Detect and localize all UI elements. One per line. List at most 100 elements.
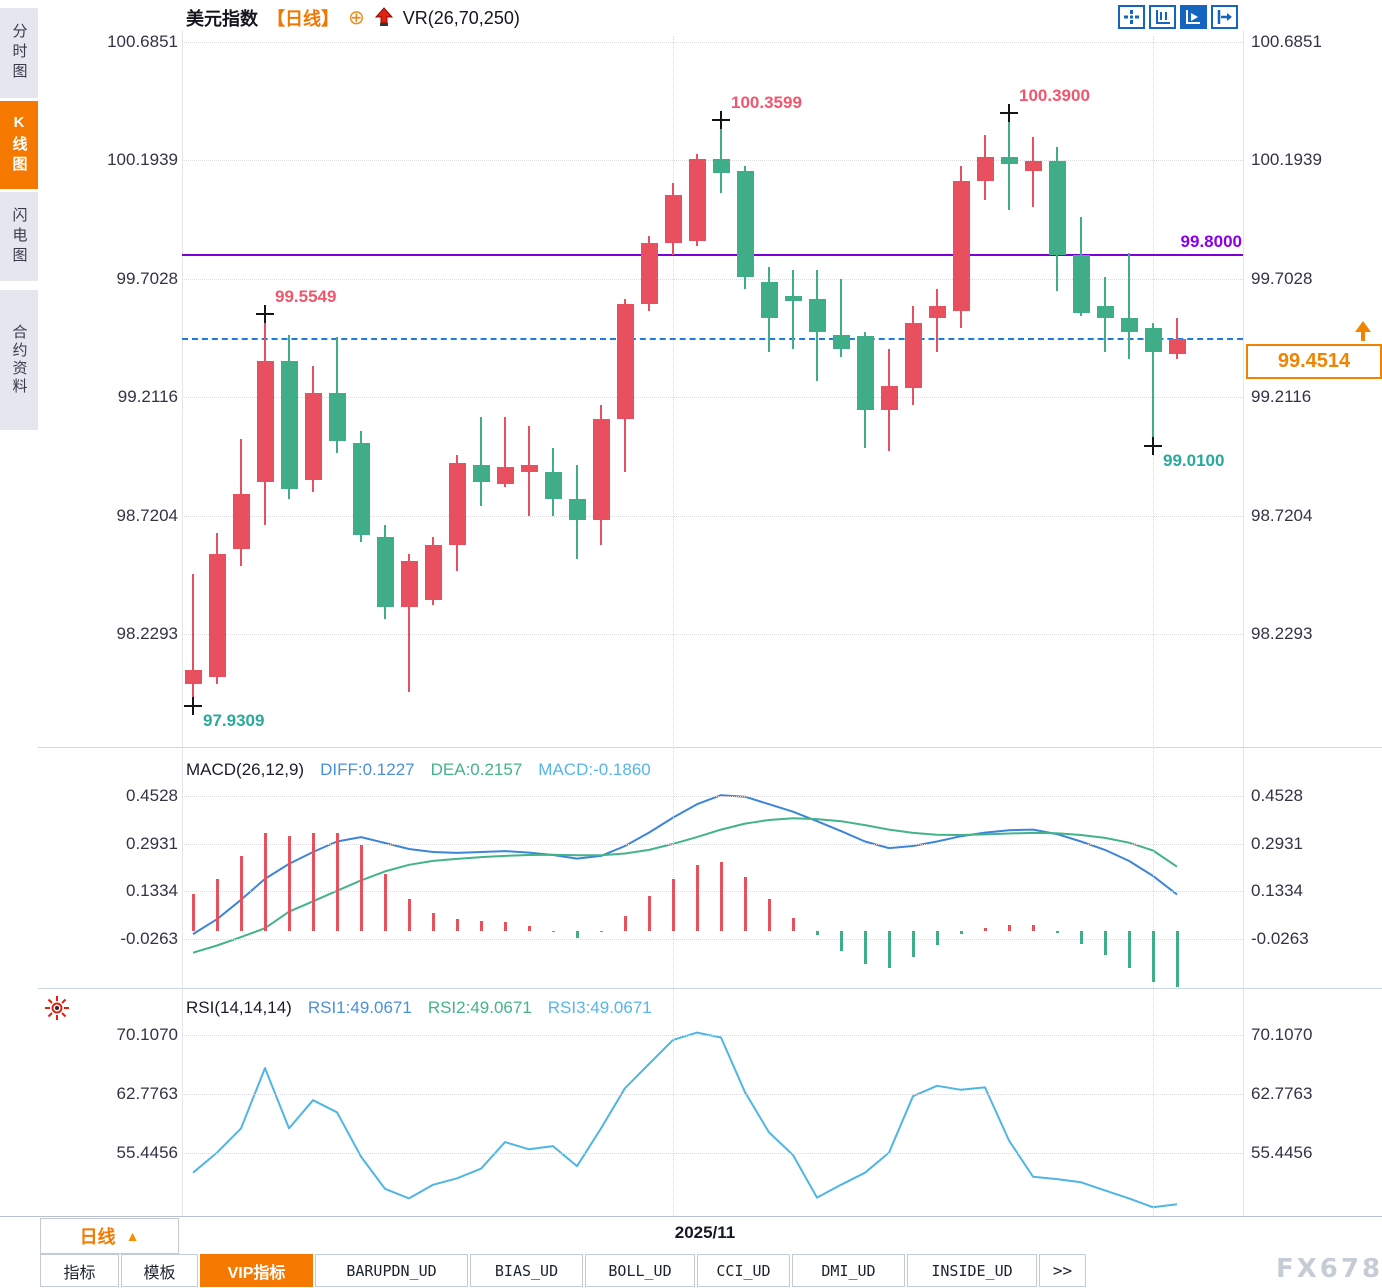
rsi-y-axis-label: 55.4456 xyxy=(116,1143,178,1162)
candle xyxy=(209,554,226,678)
main-y-axis-label: 98.2293 xyxy=(1251,623,1313,643)
candle xyxy=(1169,339,1186,355)
candle xyxy=(1025,161,1042,171)
macd-histogram-bar xyxy=(719,862,723,932)
main-y-axis-label: 99.2116 xyxy=(117,387,178,407)
candle xyxy=(593,419,610,521)
period-selector-button[interactable]: 日线 ▲ xyxy=(40,1218,179,1254)
tab-barupdn-ud[interactable]: BARUPDN_UD xyxy=(315,1254,468,1287)
swing-price-label: 100.3599 xyxy=(731,93,802,113)
swing-price-label: 99.0100 xyxy=(1163,450,1225,470)
tab-cci-ud[interactable]: CCI_UD xyxy=(697,1254,790,1287)
main-y-axis-label: 100.6851 xyxy=(107,32,178,51)
candle xyxy=(1073,255,1090,314)
main-y-axis-label: 98.2293 xyxy=(116,623,178,643)
playback-tool-icon[interactable] xyxy=(1180,5,1207,29)
macd-y-axis-label: 0.4528 xyxy=(126,785,178,805)
swing-cross-marker xyxy=(264,305,266,324)
macd-histogram-bar xyxy=(959,931,963,934)
candle-wick xyxy=(840,279,842,357)
sidebar-item-time-chart[interactable]: 分时图 xyxy=(0,8,38,98)
alert-price-line[interactable] xyxy=(182,254,1243,257)
macd-histogram-bar xyxy=(743,877,747,932)
sidebar-item-flash-chart[interactable]: 闪电图 xyxy=(0,192,38,281)
rsi-y-axis-label: 62.7763 xyxy=(116,1084,178,1103)
candle xyxy=(641,243,658,304)
candle xyxy=(953,180,970,311)
macd-histogram-bar xyxy=(983,927,987,932)
symbol-title: 美元指数 xyxy=(186,9,258,29)
candle xyxy=(449,462,466,545)
indicator-tab-bar: 指标 模板 VIP指标 BARUPDN_UD BIAS_UD BOLL_UD C… xyxy=(40,1254,1086,1287)
candle xyxy=(905,322,922,388)
candle xyxy=(713,158,730,174)
axis-scale-icon[interactable] xyxy=(1149,5,1176,29)
macd-dea-value: DEA:0.2157 xyxy=(430,760,523,779)
tab-bias-ud[interactable]: BIAS_UD xyxy=(470,1254,583,1287)
chart-header: 美元指数 【日线】 ⊕ VR(26,70,250) xyxy=(186,5,520,31)
macd-histogram-bar xyxy=(1175,931,1179,987)
main-y-axis-label: 100.1939 xyxy=(1251,150,1322,170)
candle-wick xyxy=(1128,252,1130,359)
candle xyxy=(425,544,442,601)
candle xyxy=(353,443,370,535)
macd-histogram-bar xyxy=(191,894,195,932)
macd-histogram-bar xyxy=(887,931,891,969)
candle xyxy=(329,392,346,441)
candle-wick xyxy=(192,573,194,707)
tab-dmi-ud[interactable]: DMI_UD xyxy=(792,1254,905,1287)
main-y-axis-label: 98.7204 xyxy=(116,505,178,525)
goto-latest-icon[interactable] xyxy=(1211,5,1238,29)
macd-histogram-bar xyxy=(551,931,555,933)
macd-y-axis-label: 0.2931 xyxy=(1251,833,1303,853)
macd-histogram-bar xyxy=(455,919,459,932)
candle xyxy=(1145,327,1162,352)
candle xyxy=(1001,156,1018,164)
time-axis-strip: 日线 ▲ 2025/11 xyxy=(0,1216,1382,1254)
swing-cross-marker xyxy=(1008,104,1010,123)
crosshair-plus-icon[interactable]: ⊕ xyxy=(348,7,365,29)
main-macd-separator xyxy=(38,747,1382,748)
macd-histogram-bar xyxy=(431,913,435,932)
macd-histogram-bar xyxy=(311,832,315,932)
tab-vip-indicators[interactable]: VIP指标 xyxy=(200,1254,313,1287)
tab-boll-ud[interactable]: BOLL_UD xyxy=(585,1254,695,1287)
candle xyxy=(233,493,250,550)
macd-gridline xyxy=(182,891,1243,893)
main-gridline xyxy=(182,42,1243,43)
main-y-axis-label: 99.7028 xyxy=(116,268,178,288)
candle xyxy=(473,465,490,482)
alert-line-label[interactable]: 99.8000 xyxy=(1180,232,1242,251)
candle-wick xyxy=(792,269,794,350)
rsi-title[interactable]: RSI(14,14,14) xyxy=(186,998,292,1017)
swing-price-label: 99.5549 xyxy=(275,287,337,307)
macd-histogram-bar xyxy=(1103,931,1107,956)
tab-more[interactable]: >> xyxy=(1039,1254,1086,1287)
period-tag[interactable]: 【日线】 xyxy=(267,9,339,29)
rsi1-value: RSI1:49.0671 xyxy=(307,998,412,1017)
candle xyxy=(833,334,850,350)
rsi-settings-sun-icon[interactable] xyxy=(44,995,70,1021)
tab-templates[interactable]: 模板 xyxy=(121,1254,198,1287)
watermark: FX678 xyxy=(1276,1254,1382,1284)
crosshair-tool-icon[interactable] xyxy=(1118,5,1145,29)
main-y-axis-label: 99.7028 xyxy=(1251,268,1313,288)
main-gridline xyxy=(182,397,1243,399)
sidebar-item-kline-chart[interactable]: K线图 xyxy=(0,101,38,189)
macd-histogram-bar xyxy=(239,856,243,932)
macd-title[interactable]: MACD(26,12,9) xyxy=(186,760,305,779)
candle-wick xyxy=(1152,322,1154,446)
swing-cross-marker xyxy=(1152,436,1154,455)
last-price-line xyxy=(182,338,1243,341)
macd-histogram-bar xyxy=(623,916,627,932)
tab-inside-ud[interactable]: INSIDE_UD xyxy=(907,1254,1037,1287)
tab-indicators[interactable]: 指标 xyxy=(40,1254,119,1287)
rsi2-value: RSI2:49.0671 xyxy=(427,998,532,1017)
candle-wick xyxy=(720,120,722,193)
swing-cross-marker xyxy=(720,111,722,130)
sidebar-item-contract-info[interactable]: 合约资料 xyxy=(0,290,38,430)
macd-gridline xyxy=(182,843,1243,845)
macd-histogram-bar xyxy=(383,874,387,932)
chart-toolbar xyxy=(1118,5,1238,29)
